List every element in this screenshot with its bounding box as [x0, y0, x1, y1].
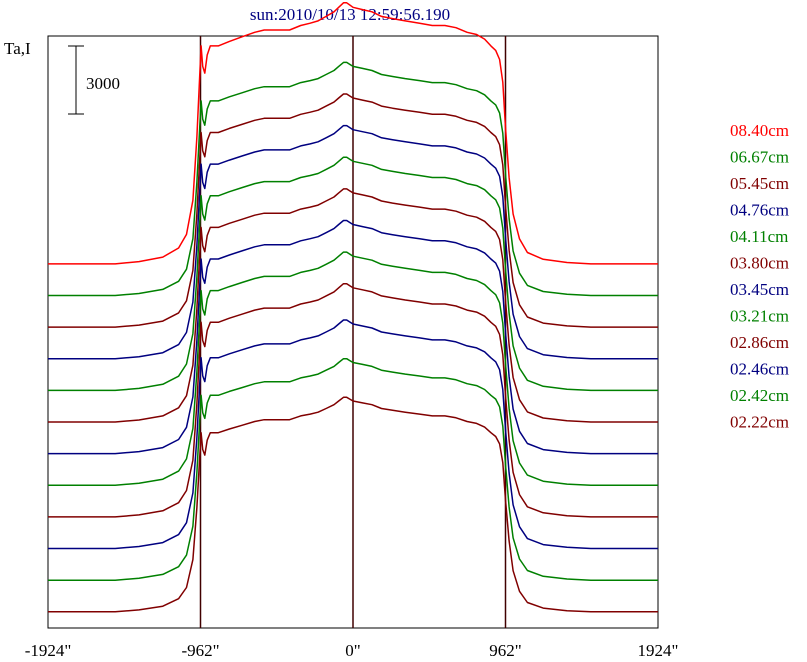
series-line-02.42cm: [48, 357, 658, 581]
legend-entry-05.45cm: 05.45cm: [730, 174, 789, 193]
legend-entry-03.21cm: 03.21cm: [730, 307, 789, 326]
legend-entry-02.42cm: 02.42cm: [730, 386, 789, 405]
series-line-03.21cm: [48, 251, 658, 487]
legend-entry-04.11cm: 04.11cm: [730, 227, 788, 246]
series-line-04.11cm: [48, 156, 658, 392]
x-tick-label-2: 0": [345, 641, 360, 660]
series-line-06.67cm: [48, 61, 658, 297]
legend-entry-08.40cm: 08.40cm: [730, 121, 789, 140]
legend-entry-03.45cm: 03.45cm: [730, 280, 789, 299]
scale-bar: 3000: [68, 45, 120, 115]
legend-entry-02.22cm: 02.22cm: [730, 413, 789, 432]
chart-title: sun:2010/10/13 12:59:56.190: [250, 5, 450, 24]
legend-entry-06.67cm: 06.67cm: [730, 148, 789, 167]
series-line-05.45cm: [48, 93, 658, 328]
series-line-08.40cm: [48, 2, 658, 265]
x-tick-label-0: -1924": [25, 641, 72, 660]
series-line-03.45cm: [48, 219, 658, 455]
x-tick-label-1: -962": [181, 641, 219, 660]
legend-entry-02.46cm: 02.46cm: [730, 360, 789, 379]
legend: 08.40cm 06.67cm 05.45cm 04.76cm 04.11cm 03.80…: [730, 121, 789, 432]
legend-entry-03.80cm: 03.80cm: [730, 254, 789, 273]
series-line-02.86cm: [48, 282, 658, 518]
series-line-04.76cm: [48, 124, 658, 360]
legend-entry-02.86cm: 02.86cm: [730, 333, 789, 352]
series-layer: [48, 2, 658, 613]
x-axis-ticks: -1924" -962" 0" 962" 1924": [25, 641, 679, 660]
x-tick-label-3: 962": [489, 641, 521, 660]
y-axis-label: Ta,I: [4, 39, 31, 58]
reference-lines: [199, 36, 507, 628]
scale-bar-label: 3000: [86, 74, 120, 93]
series-line-02.22cm: [48, 396, 658, 613]
legend-entry-04.76cm: 04.76cm: [730, 201, 789, 220]
series-line-02.46cm: [48, 319, 658, 550]
x-tick-label-4: 1924": [638, 641, 679, 660]
series-line-03.80cm: [48, 188, 658, 423]
